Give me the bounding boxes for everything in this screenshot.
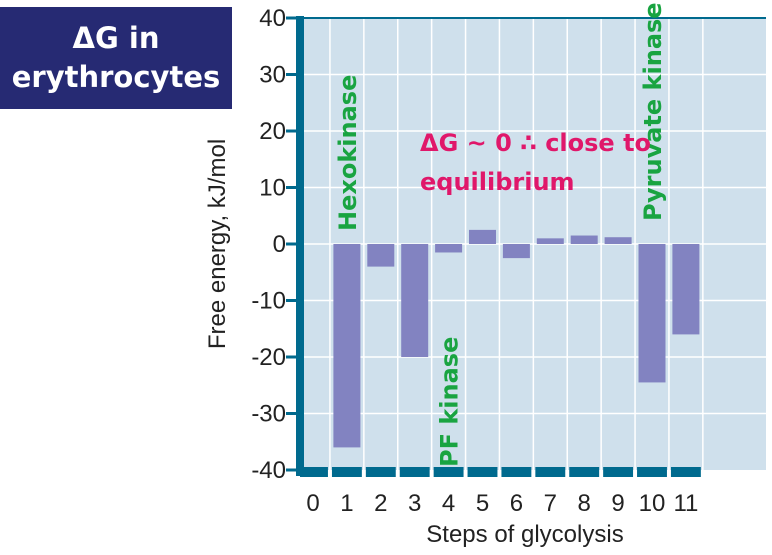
x-tick-label: 3 <box>408 490 421 517</box>
x-axis-segment <box>603 467 634 477</box>
bar-step-4 <box>435 244 463 253</box>
annotation-hexokinase: Hexokinase <box>334 75 362 231</box>
bar-step-3 <box>401 244 429 357</box>
x-axis-label: Steps of glycolysis <box>426 521 623 548</box>
x-tick-label: 10 <box>639 490 666 517</box>
x-tick-label: 11 <box>673 490 698 517</box>
x-tick-label: 4 <box>442 490 455 517</box>
x-axis-segment <box>501 467 532 477</box>
annotation-pyruvate-kinase: Pyruvate kinase <box>639 2 667 221</box>
bar-step-7 <box>536 238 564 244</box>
x-tick-label: 0 <box>306 490 319 517</box>
y-tick-label: 40 <box>259 5 286 32</box>
title-box-text: ΔG in erythrocytes <box>11 21 221 94</box>
x-axis-segment <box>300 467 328 477</box>
bar-step-6 <box>502 244 530 259</box>
annotation-delta-g-note-line2: equilibrium <box>420 168 575 196</box>
bar-step-9 <box>604 237 632 244</box>
x-tick-label: 6 <box>510 490 523 517</box>
bar-step-11 <box>672 244 700 335</box>
x-axis-segment <box>433 467 464 477</box>
grid-lines <box>300 18 766 470</box>
y-tick-label: 0 <box>273 231 286 258</box>
y-tick-label: 10 <box>259 175 286 202</box>
bar-step-10 <box>638 244 666 383</box>
bars <box>333 229 700 448</box>
y-tick-label: 30 <box>259 62 286 89</box>
x-axis-segment <box>399 467 430 477</box>
y-tick-label: 20 <box>259 118 286 145</box>
x-tick-label: 8 <box>578 490 591 517</box>
x-axis-segment <box>331 467 362 477</box>
y-axis-line <box>296 16 304 476</box>
bar-step-1 <box>333 244 361 448</box>
annotation-pf-kinase: PF kinase <box>436 337 464 467</box>
y-tick-labels: 40 30 20 10 0 -10 -20 -30 -40 <box>251 5 286 484</box>
axis-frame <box>286 16 766 477</box>
x-tick-labels: 0 1 2 3 4 5 6 7 8 9 10 11 <box>306 490 698 517</box>
x-tick-label: 9 <box>611 490 624 517</box>
x-axis-segment <box>467 467 498 477</box>
y-tick-label: -30 <box>251 401 286 428</box>
y-tick-label: -40 <box>251 457 286 484</box>
bar-step-5 <box>469 229 496 244</box>
bar-step-8 <box>570 235 598 244</box>
x-axis-segment <box>670 467 701 477</box>
x-axis-segment <box>569 467 600 477</box>
x-tick-label: 2 <box>374 490 387 517</box>
bar-step-2 <box>367 244 395 267</box>
y-tick-label: -20 <box>251 344 286 371</box>
x-axis-segment <box>535 467 566 477</box>
annotation-delta-g-note-line1: ΔG ~ 0 ∴ close to <box>420 129 651 157</box>
x-tick-label: 5 <box>476 490 489 517</box>
x-tick-label: 7 <box>544 490 557 517</box>
title-box: ΔG in erythrocytes <box>0 7 232 109</box>
y-axis-label: Free energy, kJ/mol <box>204 139 231 349</box>
x-axis-segment <box>365 467 396 477</box>
x-axis-segment <box>637 467 667 477</box>
y-tick-label: -10 <box>251 288 286 315</box>
x-tick-label: 1 <box>340 490 353 517</box>
